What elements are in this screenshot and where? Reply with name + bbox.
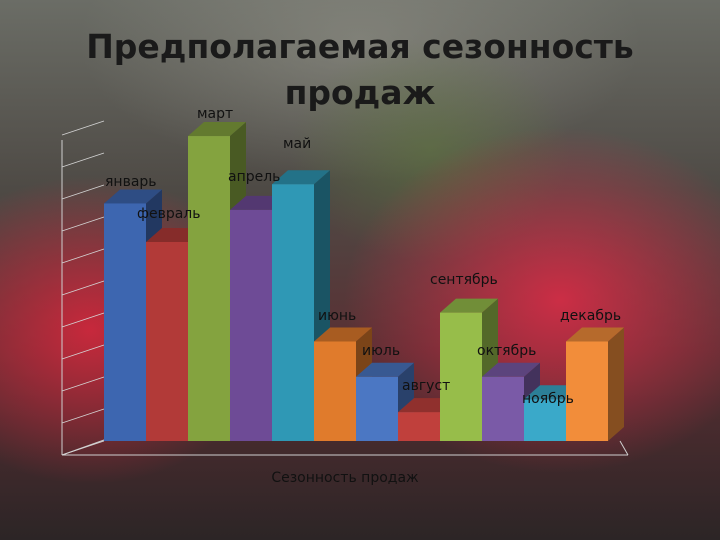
bar-front — [230, 209, 272, 441]
bar-front — [146, 241, 188, 441]
wall-gridline — [61, 376, 105, 392]
bar-top — [104, 189, 162, 204]
wall-gridline — [61, 120, 105, 136]
category-labels: январь февраль март май апрель июнь июль август… — [105, 106, 621, 407]
wall-gridlines — [61, 120, 105, 456]
bar-front — [356, 376, 398, 441]
bar-top — [272, 170, 330, 185]
x-axis-label: Сезонность продаж — [271, 470, 419, 486]
bar-top — [314, 327, 372, 342]
bar-top — [566, 327, 624, 342]
wall-gridline — [61, 280, 105, 296]
bars-group — [104, 122, 624, 442]
bar-front — [188, 136, 230, 442]
wall-gridline — [61, 440, 105, 456]
category-label-декабрь: декабрь — [560, 308, 621, 324]
category-label-февраль: февраль — [137, 206, 201, 222]
wall-gridline — [61, 312, 105, 328]
wall-gridline — [61, 344, 105, 360]
bar-front — [524, 399, 566, 441]
chart-title-line-1: Предполагаемая сезонность — [86, 27, 634, 66]
bar-front — [104, 203, 146, 441]
category-label-январь: январь — [105, 174, 157, 190]
category-label-сентябрь: сентябрь — [430, 272, 498, 288]
wall-gridline — [61, 152, 105, 168]
bar-side — [608, 327, 624, 441]
wall-gridline — [61, 248, 105, 264]
bar-front — [314, 341, 356, 441]
bar-front — [566, 341, 608, 441]
bar-front — [440, 312, 482, 441]
bar-front — [482, 376, 524, 441]
category-label-май: май — [283, 136, 311, 152]
category-label-апрель: апрель — [228, 169, 280, 185]
bar-top — [356, 362, 414, 377]
wall-gridline — [61, 408, 105, 424]
category-label-ноябрь: ноябрь — [522, 391, 574, 407]
bar-front — [272, 184, 314, 441]
category-label-июнь: июнь — [318, 308, 356, 324]
category-label-октябрь: октябрь — [477, 343, 536, 359]
wall-gridline — [61, 184, 105, 200]
bar-top — [482, 362, 540, 377]
chart-title-line-2: продаж — [285, 73, 436, 112]
wall-gridline — [61, 216, 105, 232]
bar-top — [440, 298, 498, 313]
bar-декабрь — [566, 327, 624, 441]
category-label-март: март — [197, 106, 233, 122]
category-label-август: август — [402, 378, 450, 394]
bar-top — [188, 122, 246, 137]
bar-front — [398, 412, 440, 441]
category-label-июль: июль — [362, 343, 400, 359]
